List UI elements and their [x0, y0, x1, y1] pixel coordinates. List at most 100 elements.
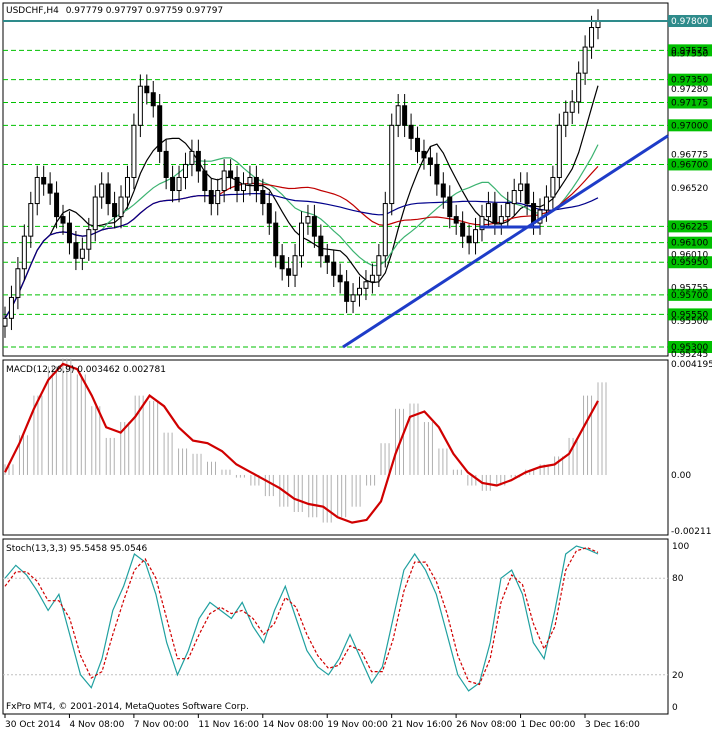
stochastic-panel: 100 80 20 0 Stoch(13,3,3) 95.5458 95.0546 F… — [2, 538, 689, 715]
candle-body — [569, 101, 575, 113]
stoch-axis-tick: 0 — [672, 703, 678, 713]
candle-body — [247, 176, 253, 185]
candle-body — [163, 150, 169, 178]
candle-body — [318, 235, 324, 257]
macd-axis-tick: -0.002119 — [671, 527, 712, 537]
stoch-main-line — [4, 545, 599, 692]
stoch-axis-tick: 100 — [672, 542, 689, 552]
stoch-axis-tick: 80 — [672, 574, 684, 584]
candle-body — [170, 176, 176, 192]
macd-panel: 0.004195 0.00 -0.002119 MACD(12,26,9) 0.00… — [2, 358, 712, 537]
candle-body — [453, 216, 459, 224]
candle-body — [337, 274, 343, 283]
candle-body — [382, 203, 388, 257]
candle-body — [299, 222, 304, 257]
price-level-text: 0.97000 — [671, 121, 708, 131]
candle-body — [389, 124, 395, 205]
support-trendline — [342, 134, 669, 349]
candle-body — [60, 216, 66, 224]
candle-body — [131, 124, 137, 178]
candle-body — [99, 183, 105, 198]
x-axis-label: 4 Nov 08:00 — [69, 720, 124, 730]
candle-body — [447, 196, 453, 218]
candle-body — [498, 216, 504, 224]
candle-body — [479, 216, 485, 231]
candle-body — [137, 85, 143, 126]
candle-body — [66, 222, 72, 244]
candle-body — [466, 235, 472, 244]
candle-body — [427, 157, 433, 165]
price-axis-tick: 0.95500 — [671, 317, 708, 327]
candle-body — [208, 190, 214, 205]
candle-body — [189, 150, 195, 165]
x-axis-label: 19 Nov 00:00 — [327, 720, 388, 730]
candle-body — [376, 255, 382, 276]
stoch-axis-tick: 20 — [672, 671, 684, 681]
macd-title: MACD(12,26,9) 0.003462 0.002781 — [6, 365, 166, 375]
price-axis-tick: 0.96010 — [671, 250, 708, 260]
candle-body — [240, 183, 246, 192]
price-level-text: 0.95300 — [671, 343, 708, 353]
candle-body — [524, 183, 530, 205]
candle-body — [543, 196, 549, 211]
candle-body — [331, 261, 337, 276]
candle-body — [369, 274, 375, 283]
candle-body — [421, 150, 427, 159]
price-level-text: 0.96225 — [671, 222, 708, 232]
candle-body — [531, 203, 537, 224]
macd-signal-path — [4, 362, 599, 524]
price-level-label: 0.97000 — [668, 119, 712, 132]
price-level-label: 0.96225 — [668, 220, 712, 233]
stoch-title: Stoch(13,3,3) 95.5458 95.0546 — [6, 544, 147, 554]
price-axis-tick: 0.95755 — [671, 284, 708, 294]
x-axis-labels: 30 Oct 2014 4 Nov 08:00 7 Nov 00:00 11 Nov … — [4, 714, 640, 730]
candle-body — [350, 294, 356, 302]
candlestick-series — [2, 9, 601, 338]
candle-body — [279, 255, 285, 270]
candle-body — [73, 242, 79, 259]
macd-axis-tick: 0.004195 — [671, 360, 712, 370]
x-axis-label: 21 Nov 16:00 — [392, 720, 453, 730]
candle-body — [485, 203, 491, 218]
candle-body — [21, 235, 27, 270]
candle-body — [34, 176, 40, 205]
candle-body — [195, 150, 201, 172]
candle-body — [228, 170, 234, 178]
price-level-text: 0.95950 — [671, 258, 708, 268]
trendlines — [342, 134, 669, 349]
symbol-label: USDCHF,H4 0.97779 0.97797 0.97759 0.9779… — [6, 6, 223, 16]
candle-body — [550, 176, 556, 198]
candle-body — [266, 203, 272, 224]
candle-body — [260, 190, 266, 205]
candle-body — [54, 192, 60, 218]
candle-body — [86, 229, 92, 250]
price-panel: 0.97575 0.97350 0.97175 0.97000 0.96700 0.962… — [2, 2, 712, 360]
x-axis-label: 30 Oct 2014 — [5, 720, 61, 730]
price-level-label: 0.95300 — [668, 341, 712, 353]
candle-body — [118, 196, 124, 218]
candle-body — [28, 203, 34, 237]
price-axis-tick: 0.97550 — [671, 50, 708, 60]
candle-body — [157, 105, 163, 152]
macd-axis-tick: 0.00 — [671, 471, 691, 481]
price-level-label: 0.96700 — [668, 158, 712, 171]
candle-body — [576, 72, 582, 103]
candle-body — [273, 222, 279, 257]
candle-body — [292, 255, 298, 276]
candle-body — [8, 296, 14, 319]
candle-body — [434, 163, 440, 185]
current-price-box: 0.97800 — [668, 15, 712, 27]
ma-green-line — [4, 144, 599, 319]
x-axis-label: 7 Nov 00:00 — [134, 720, 189, 730]
price-level-text: 0.95700 — [671, 291, 708, 301]
candle-body — [215, 190, 221, 205]
candle-body — [92, 196, 98, 231]
macd-histogram — [4, 358, 607, 523]
candle-body — [182, 163, 188, 178]
price-axis-tick: 0.95245 — [671, 350, 708, 360]
candle-body — [221, 170, 227, 192]
x-axis-label: 3 Dec 16:00 — [585, 720, 640, 730]
x-axis-label: 14 Nov 08:00 — [263, 720, 324, 730]
price-level-label: 0.95950 — [668, 256, 712, 269]
price-level-text: 0.96100 — [671, 239, 708, 249]
